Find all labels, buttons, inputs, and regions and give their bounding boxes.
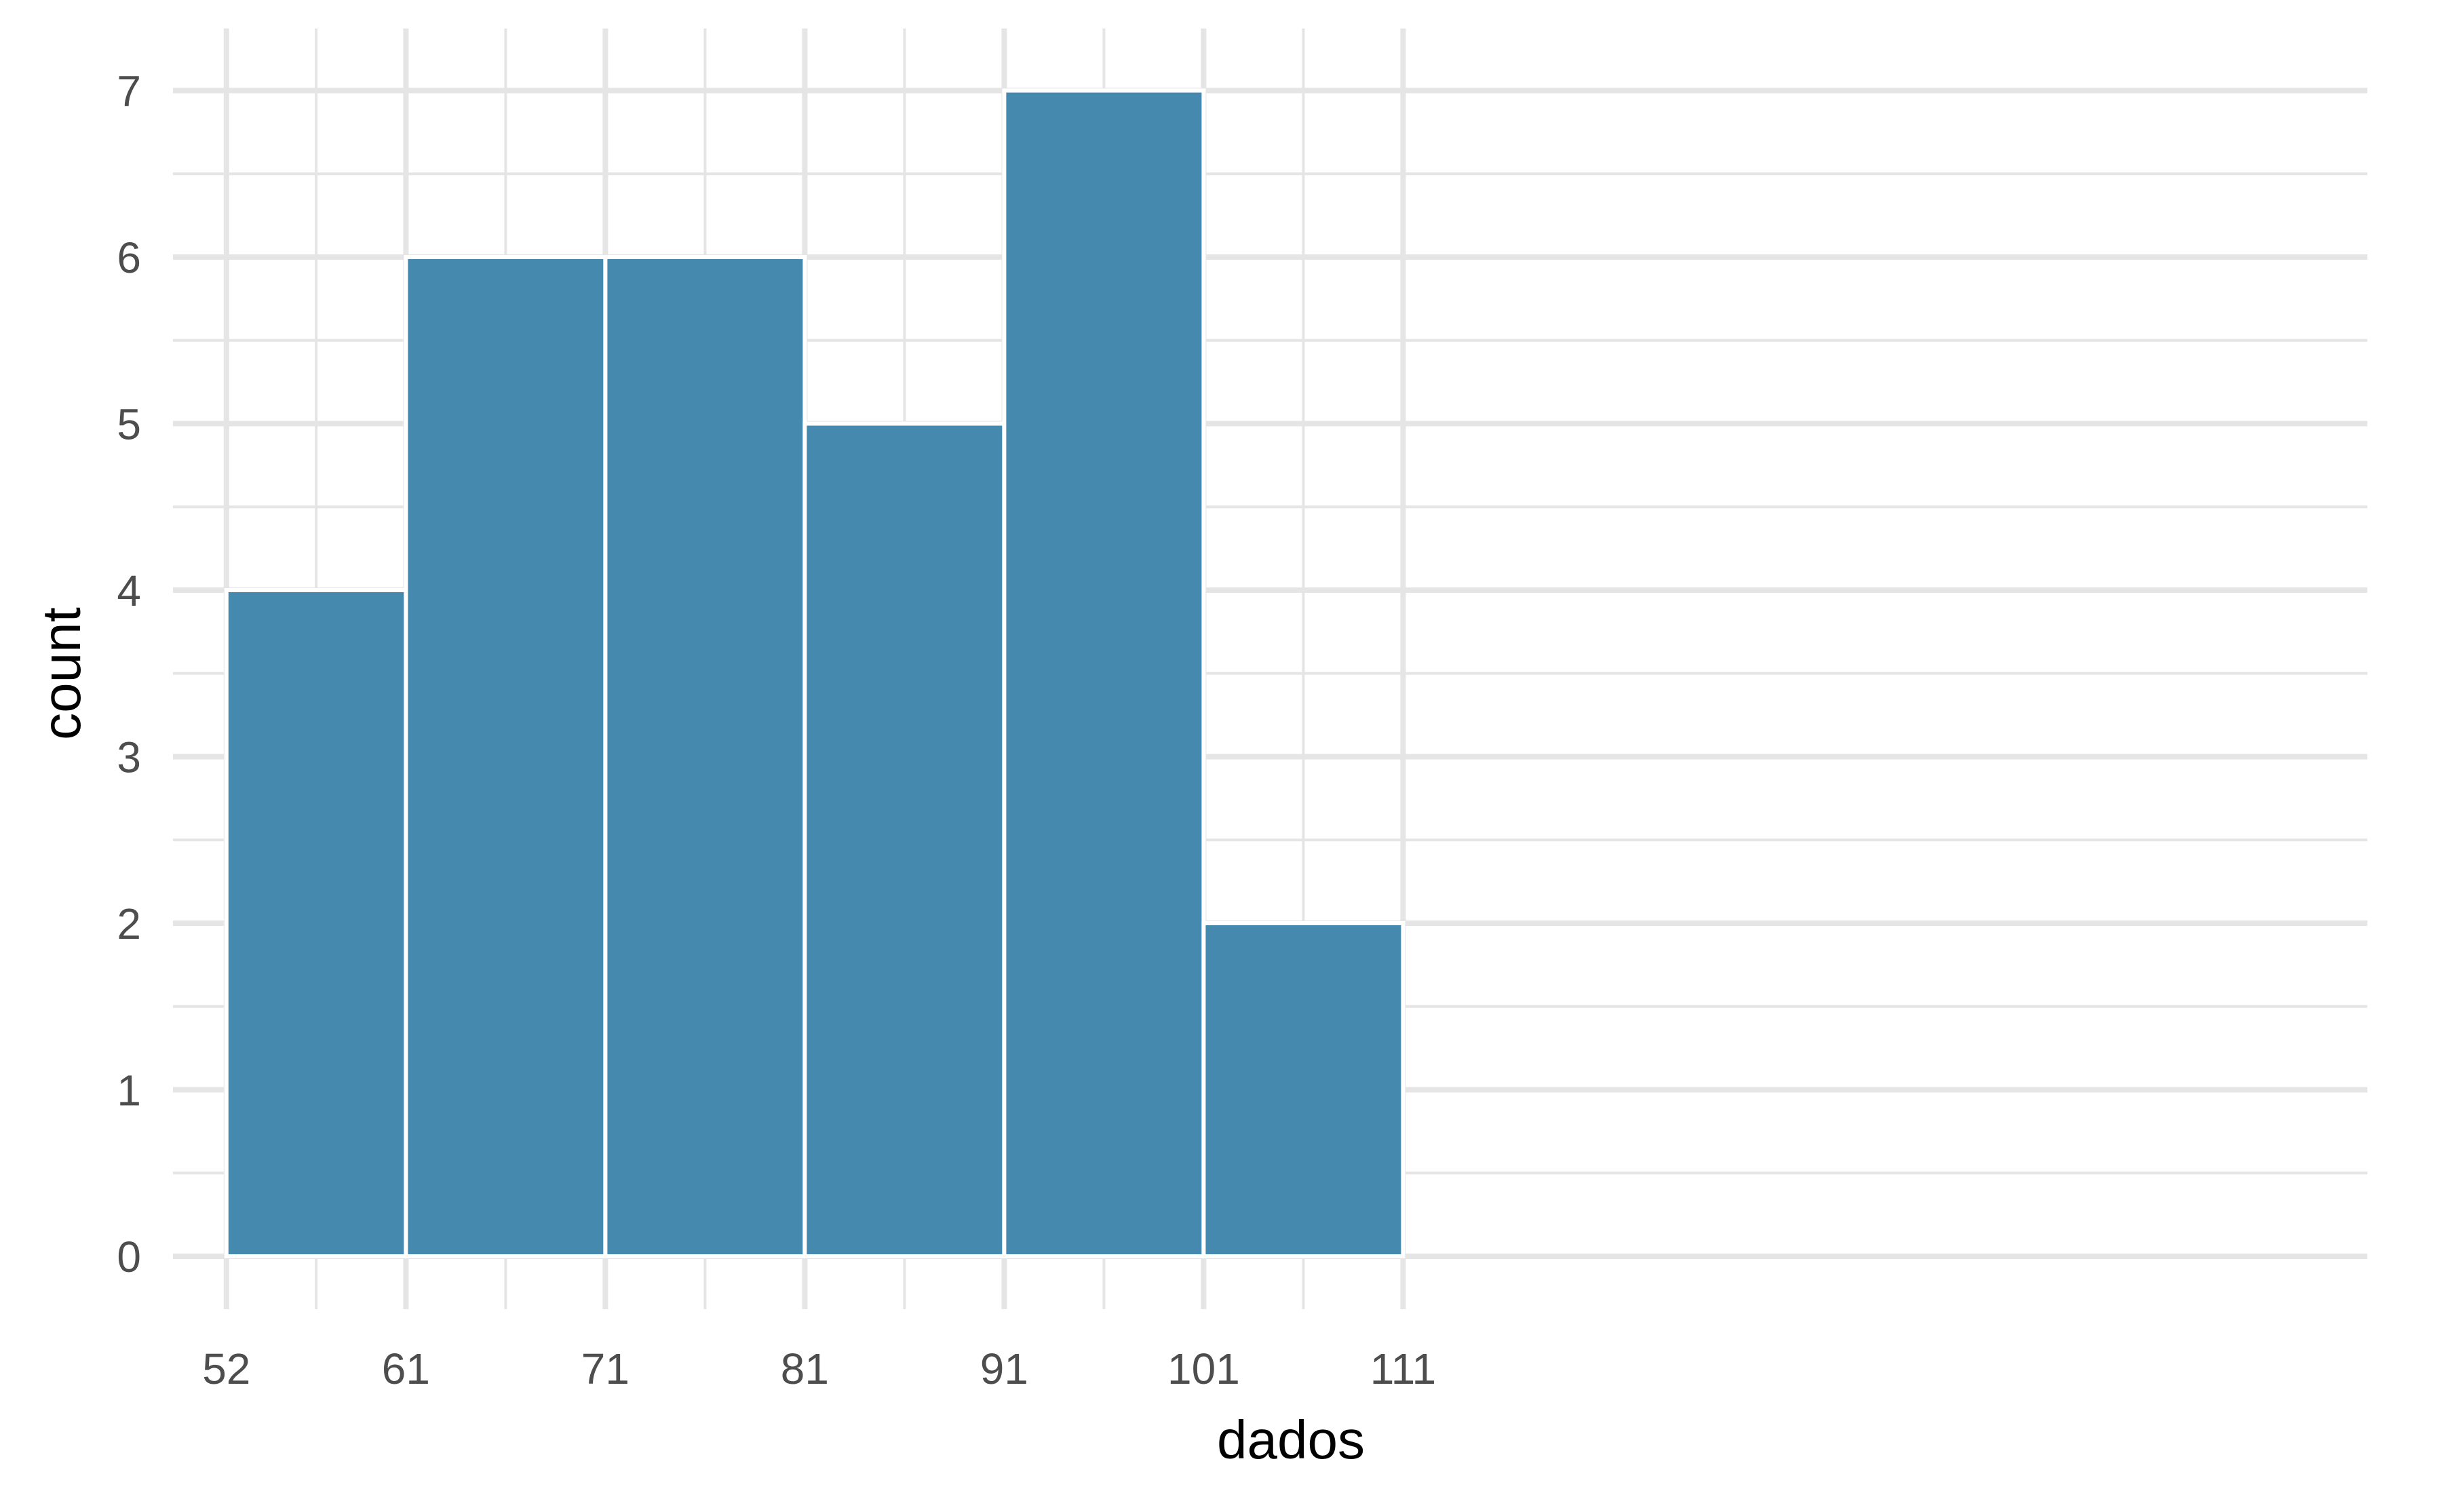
y-tick-label: 4 [117,566,141,615]
x-axis-title: dados [1217,1410,1365,1470]
y-axis-tick-labels: 0 1 2 3 4 5 6 7 [117,67,141,1282]
histogram-bar [224,588,408,1258]
y-tick-label: 7 [117,67,141,116]
histogram-bar [1002,88,1206,1258]
y-tick-label: 6 [117,233,141,282]
histogram-bar [603,255,807,1258]
y-tick-label: 0 [117,1233,141,1281]
x-tick-label: 81 [781,1344,829,1393]
y-tick-label: 3 [117,733,141,782]
x-tick-label: 111 [1370,1344,1436,1393]
x-axis-tick-labels: 52 61 71 81 91 101 111 [202,1344,1436,1393]
x-tick-label: 101 [1167,1344,1240,1393]
y-tick-label: 2 [117,899,141,948]
x-tick-label: 52 [202,1344,250,1393]
histogram-bar [1201,921,1406,1258]
y-tick-label: 5 [117,400,141,449]
histogram-bar [404,255,608,1258]
x-tick-label: 61 [382,1344,430,1393]
x-tick-label: 71 [581,1344,629,1393]
x-tick-label: 91 [980,1344,1028,1393]
y-axis-title: count [31,607,92,740]
histogram-bars [224,88,1406,1258]
histogram-bar [802,421,1007,1258]
y-tick-label: 1 [117,1066,141,1115]
